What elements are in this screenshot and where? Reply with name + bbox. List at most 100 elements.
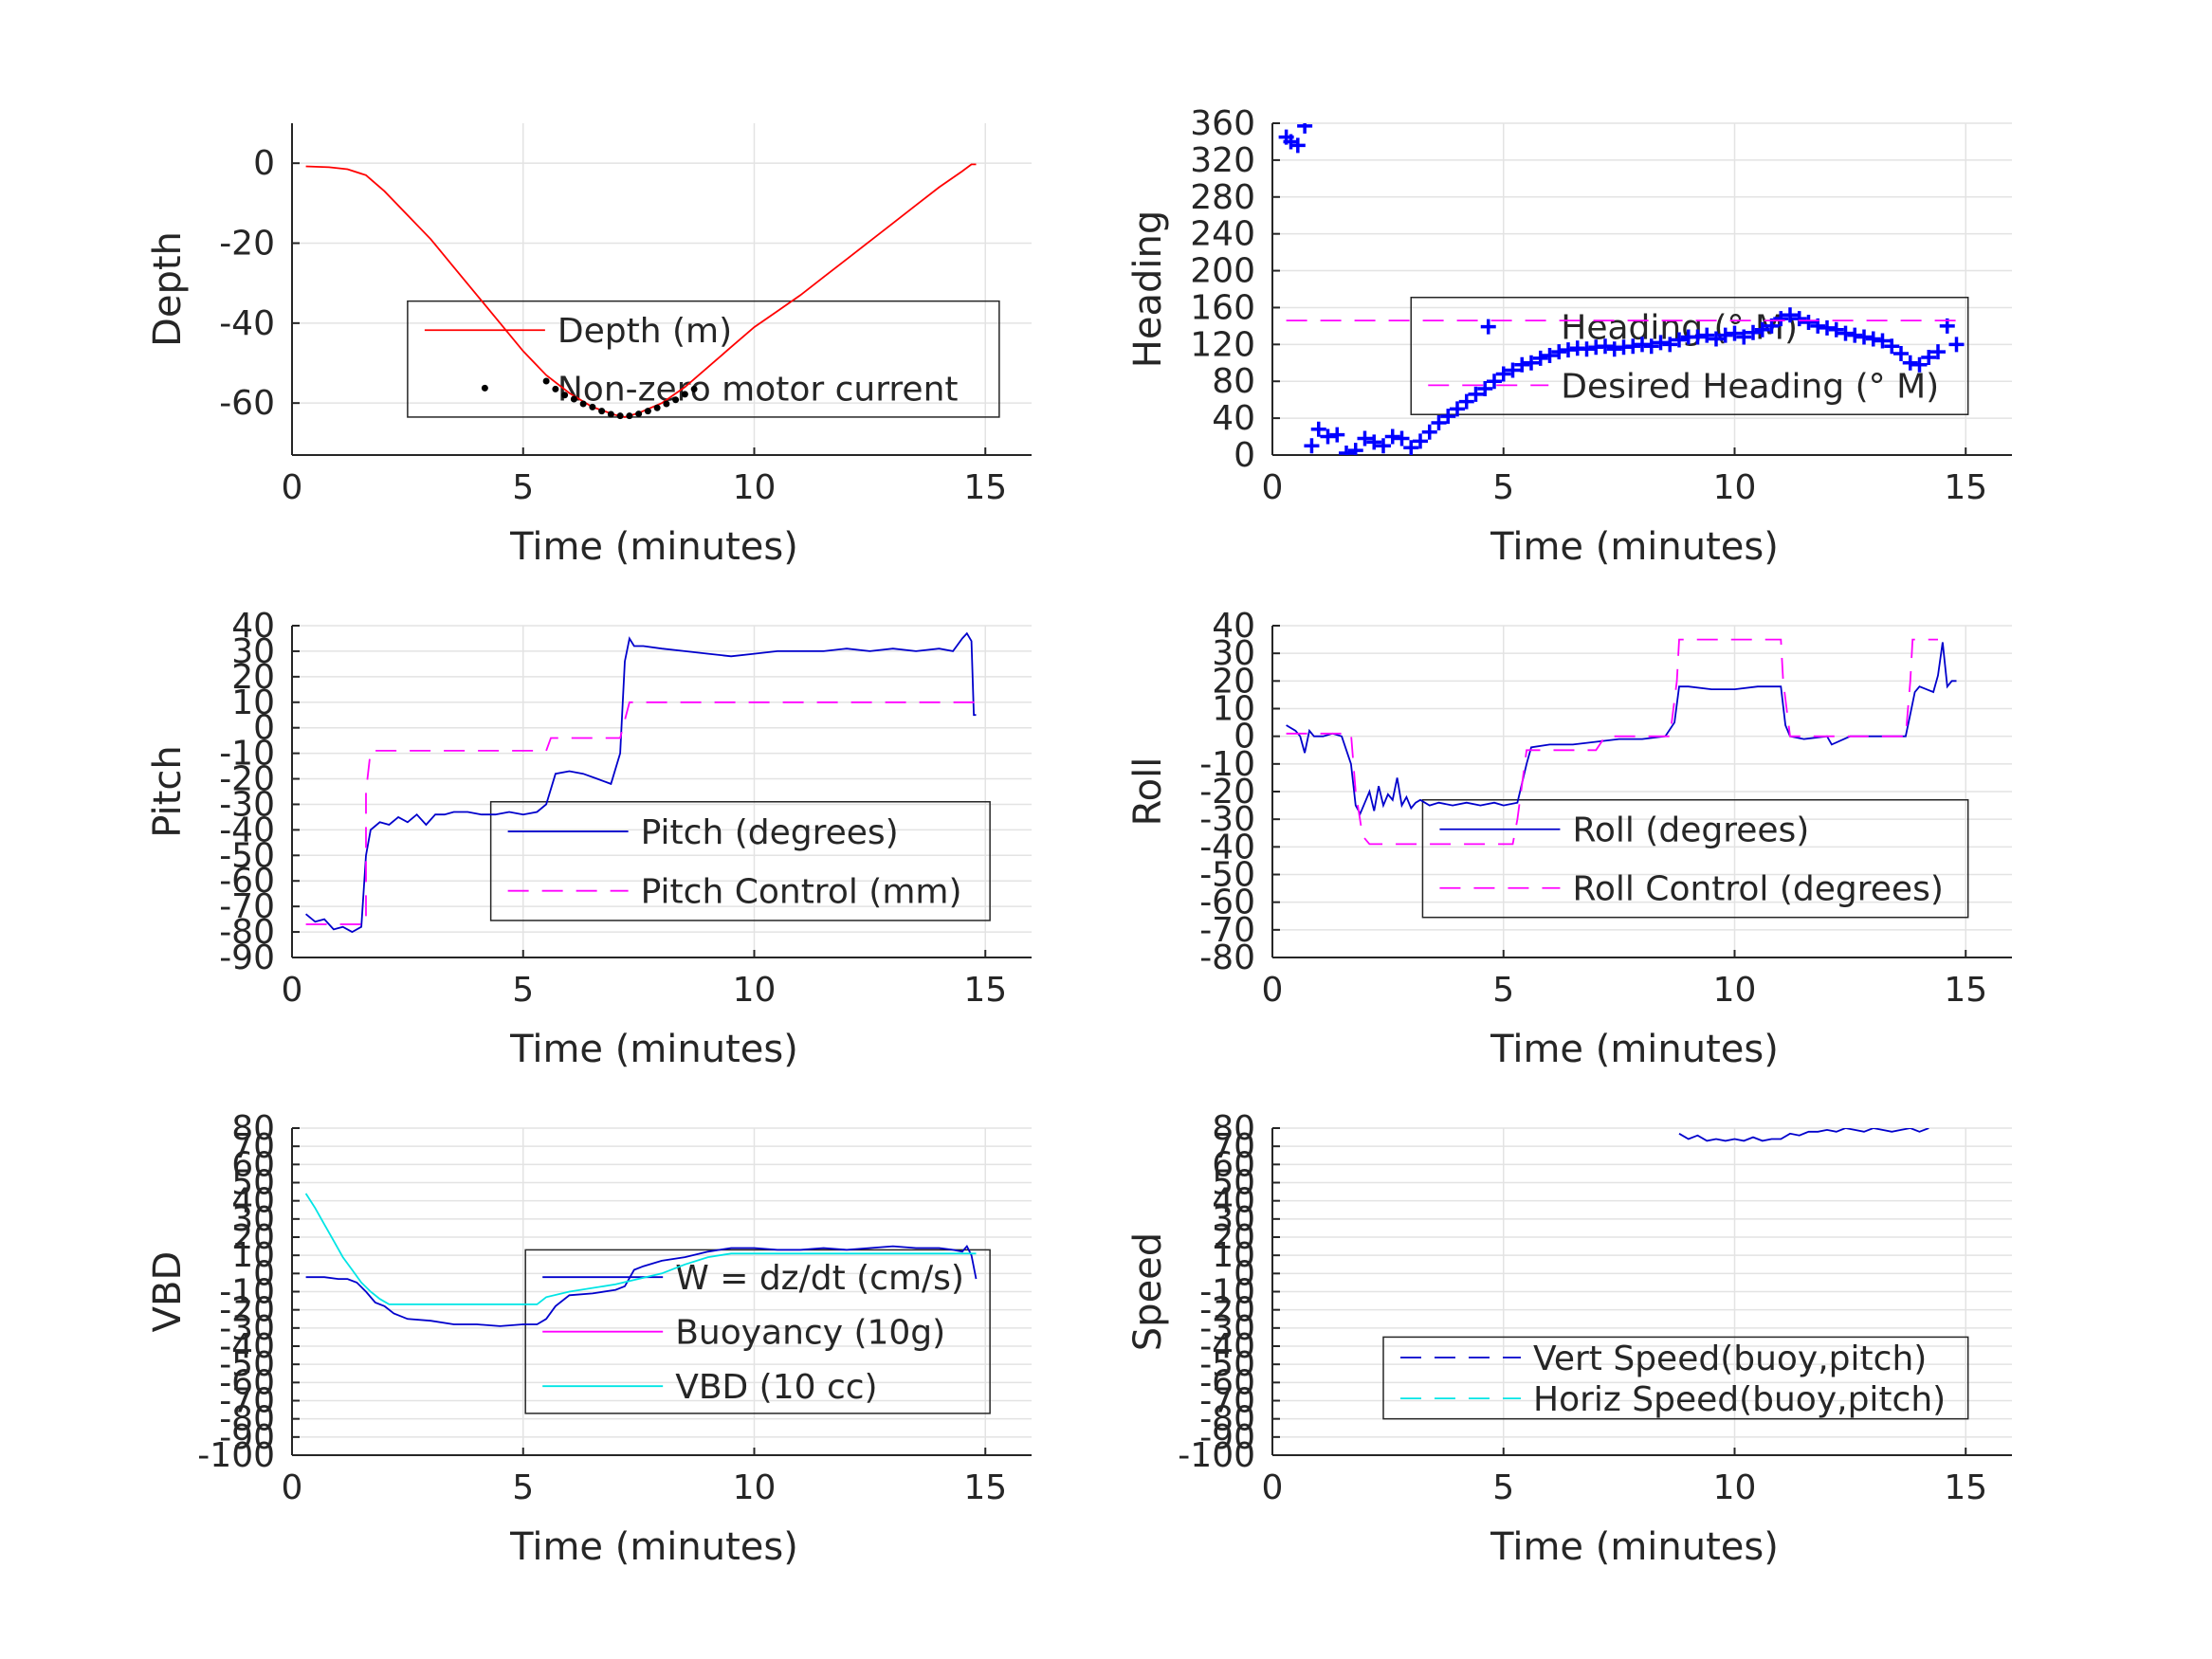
x-tick-label: 5 (512, 1468, 534, 1507)
x-axis-label: Time (minutes) (509, 1525, 798, 1569)
panel-pitch: 0 5 10 15-90-80-70-60-50-40-30-20-100102030… (146, 607, 1032, 1071)
y-tick-label: 80 (231, 1109, 275, 1148)
x-tick-label: 10 (733, 468, 777, 507)
data-point (1643, 338, 1659, 355)
plot-area (304, 1193, 978, 1327)
data-point (1837, 325, 1854, 341)
y-tick-label: -10 (1199, 745, 1255, 784)
y-tick-label: -90 (1199, 1418, 1255, 1457)
x-tick-label: 15 (963, 971, 1007, 1010)
x-axis-label: Time (minutes) (1490, 1028, 1779, 1071)
data-point (1347, 443, 1363, 455)
y-tick-label: 10 (231, 684, 275, 722)
data-point (1297, 123, 1313, 134)
y-tick-label: 30 (231, 632, 275, 671)
legend-box (407, 300, 1000, 418)
y-axis-label: VBD (146, 1251, 190, 1333)
plot-area (305, 163, 977, 420)
x-tick-label: 0 (282, 1468, 303, 1507)
legend-label: Desired Heading (° M) (1561, 367, 1939, 406)
data-point (1606, 341, 1622, 357)
y-axis-label: Roll (1126, 757, 1170, 827)
y-tick-label: 200 (1190, 252, 1255, 291)
y-tick-label: 0 (1234, 436, 1255, 475)
grid (1271, 122, 2012, 456)
x-axis-label: Time (minutes) (509, 525, 798, 569)
y-tick-label: 20 (1212, 1218, 1255, 1257)
y-tick-label: -10 (219, 1273, 275, 1312)
y-tick-label: -10 (1199, 1273, 1255, 1312)
data-point (579, 400, 587, 408)
y-tick-label: 30 (1212, 1200, 1255, 1239)
data-point (1893, 346, 1909, 362)
x-tick-label: 0 (1262, 971, 1284, 1010)
y-tick-label: 160 (1190, 288, 1255, 327)
data-point (672, 396, 680, 404)
y-tick-label: 60 (231, 1145, 275, 1184)
y-tick-label: -20 (219, 760, 275, 799)
grid (291, 123, 1032, 455)
y-tick-label: 50 (1212, 1164, 1255, 1203)
x-tick-label: 0 (282, 971, 303, 1010)
y-tick-label: -40 (1199, 1327, 1255, 1366)
data-point (1856, 329, 1872, 345)
legend-box (1421, 799, 1969, 919)
data-point (1874, 333, 1891, 349)
y-tick-label: -70 (219, 887, 275, 926)
y-tick-label: 0 (1234, 718, 1255, 757)
y-tick-label: 0 (1234, 1254, 1255, 1293)
plot-area (1286, 638, 1957, 846)
y-tick-label: -100 (197, 1436, 275, 1475)
data-point (1791, 311, 1807, 327)
y-tick-label: -50 (219, 836, 275, 875)
y-tick-label: 0 (253, 709, 275, 748)
y-tick-label: 50 (231, 1164, 275, 1203)
y-axis-label: Depth (146, 231, 190, 347)
legend-label: Roll (degrees) (1572, 811, 1809, 850)
x-tick-label: 10 (733, 1468, 777, 1507)
y-tick-label: 30 (1212, 634, 1255, 673)
x-tick-label: 5 (512, 971, 534, 1010)
data-point (1384, 428, 1400, 445)
plot-area (305, 631, 977, 934)
y-tick-label: 40 (231, 607, 275, 646)
legend-swatch (481, 384, 488, 392)
y-tick-label: -70 (1199, 1382, 1255, 1421)
legend-label: Buoyancy (10g) (675, 1314, 945, 1353)
y-tick-label: 40 (1212, 607, 1255, 646)
data-point (561, 392, 569, 399)
data-point (570, 395, 577, 403)
y-tick-label: -70 (219, 1382, 275, 1421)
x-axis-label: Time (minutes) (1490, 525, 1779, 569)
legend-label: Pitch Control (mm) (641, 873, 962, 912)
data-point (1514, 356, 1530, 373)
data-point (598, 408, 606, 415)
legend-label: Non-zero motor current (558, 370, 959, 409)
data-point (644, 408, 651, 415)
data-point (1394, 430, 1410, 447)
grid (1271, 625, 2012, 958)
y-tick-label: -100 (1178, 1436, 1255, 1475)
y-tick-label: 20 (231, 1218, 275, 1257)
y-tick-label: 70 (231, 1127, 275, 1166)
data-point (1625, 338, 1641, 355)
y-tick-label: -90 (219, 1418, 275, 1457)
plot-area (1278, 123, 1965, 455)
x-tick-label: 10 (1713, 468, 1757, 507)
y-tick-label: -40 (219, 1327, 275, 1366)
data-point (1865, 331, 1881, 347)
y-tick-label: 320 (1190, 141, 1255, 180)
y-tick-label: 40 (1212, 399, 1255, 438)
data-point (1690, 329, 1706, 345)
y-axis-label: Heading (1126, 210, 1170, 368)
data-point (1376, 438, 1391, 454)
y-tick-label: -20 (219, 225, 275, 264)
data-point (1884, 338, 1900, 355)
series-line (1286, 638, 1938, 846)
y-tick-label: -60 (219, 1363, 275, 1402)
data-point (616, 412, 624, 420)
data-point (681, 391, 688, 398)
legend-box (1410, 297, 1969, 415)
data-point (1440, 409, 1456, 425)
data-point (1754, 321, 1770, 337)
